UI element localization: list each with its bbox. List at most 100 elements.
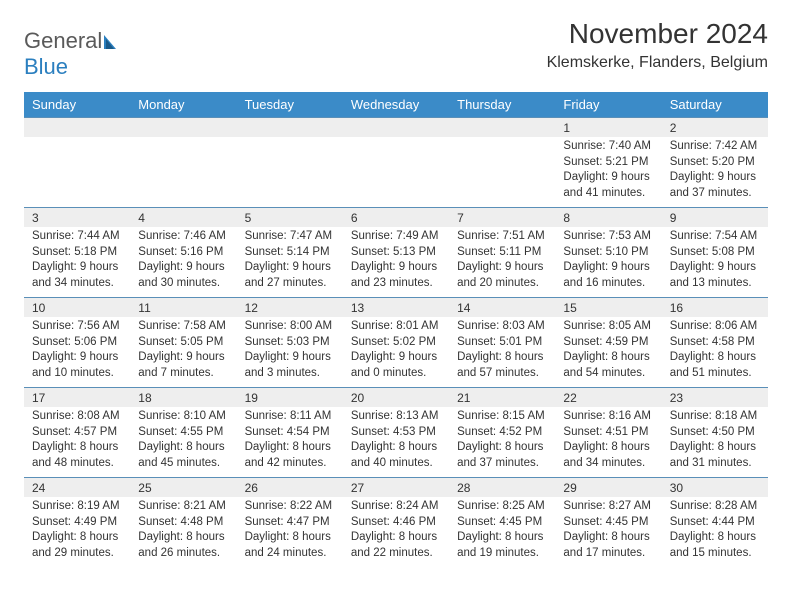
sunrise-text: Sunrise: 8:16 AM (563, 409, 653, 425)
daylight-text: Daylight: 8 hours and 48 minutes. (32, 440, 122, 471)
date-row: 10111213141516 (24, 298, 768, 318)
detail-cell: Sunrise: 8:00 AMSunset: 5:03 PMDaylight:… (237, 317, 343, 388)
sunrise-text: Sunrise: 8:28 AM (670, 499, 760, 515)
daylight-text: Daylight: 8 hours and 26 minutes. (138, 530, 228, 561)
date-cell: 11 (130, 298, 236, 318)
detail-cell: Sunrise: 8:24 AMSunset: 4:46 PMDaylight:… (343, 497, 449, 567)
sunset-text: Sunset: 5:14 PM (245, 245, 335, 261)
sunset-text: Sunset: 5:06 PM (32, 335, 122, 351)
sunrise-text: Sunrise: 8:25 AM (457, 499, 547, 515)
sunset-text: Sunset: 4:59 PM (563, 335, 653, 351)
daylight-text: Daylight: 8 hours and 45 minutes. (138, 440, 228, 471)
date-cell: 13 (343, 298, 449, 318)
day-header: Saturday (662, 92, 768, 118)
day-header: Tuesday (237, 92, 343, 118)
sunrise-text: Sunrise: 8:13 AM (351, 409, 441, 425)
sunrise-text: Sunrise: 8:22 AM (245, 499, 335, 515)
date-cell: 6 (343, 208, 449, 228)
sunrise-text: Sunrise: 8:19 AM (32, 499, 122, 515)
daylight-text: Daylight: 8 hours and 42 minutes. (245, 440, 335, 471)
date-row: 3456789 (24, 208, 768, 228)
sunrise-text: Sunrise: 8:10 AM (138, 409, 228, 425)
daylight-text: Daylight: 8 hours and 17 minutes. (563, 530, 653, 561)
date-cell: 22 (555, 388, 661, 408)
daylight-text: Daylight: 9 hours and 16 minutes. (563, 260, 653, 291)
daylight-text: Daylight: 9 hours and 10 minutes. (32, 350, 122, 381)
sunset-text: Sunset: 4:45 PM (457, 515, 547, 531)
daylight-text: Daylight: 8 hours and 34 minutes. (563, 440, 653, 471)
detail-cell: Sunrise: 8:01 AMSunset: 5:02 PMDaylight:… (343, 317, 449, 388)
detail-cell: Sunrise: 7:46 AMSunset: 5:16 PMDaylight:… (130, 227, 236, 298)
detail-cell: Sunrise: 8:08 AMSunset: 4:57 PMDaylight:… (24, 407, 130, 478)
date-cell: 23 (662, 388, 768, 408)
detail-cell: Sunrise: 8:22 AMSunset: 4:47 PMDaylight:… (237, 497, 343, 567)
date-cell: 3 (24, 208, 130, 228)
sunset-text: Sunset: 4:52 PM (457, 425, 547, 441)
date-cell: 24 (24, 478, 130, 498)
detail-cell: Sunrise: 7:56 AMSunset: 5:06 PMDaylight:… (24, 317, 130, 388)
detail-cell: Sunrise: 8:11 AMSunset: 4:54 PMDaylight:… (237, 407, 343, 478)
sunset-text: Sunset: 4:54 PM (245, 425, 335, 441)
daylight-text: Daylight: 9 hours and 20 minutes. (457, 260, 547, 291)
date-cell (237, 118, 343, 138)
detail-cell: Sunrise: 7:54 AMSunset: 5:08 PMDaylight:… (662, 227, 768, 298)
detail-cell: Sunrise: 8:16 AMSunset: 4:51 PMDaylight:… (555, 407, 661, 478)
detail-cell: Sunrise: 7:44 AMSunset: 5:18 PMDaylight:… (24, 227, 130, 298)
sunset-text: Sunset: 4:48 PM (138, 515, 228, 531)
date-cell: 20 (343, 388, 449, 408)
daylight-text: Daylight: 9 hours and 41 minutes. (563, 170, 653, 201)
detail-cell: Sunrise: 7:51 AMSunset: 5:11 PMDaylight:… (449, 227, 555, 298)
detail-row: Sunrise: 8:19 AMSunset: 4:49 PM Daylight:… (24, 497, 768, 567)
date-cell: 21 (449, 388, 555, 408)
daylight-text: Daylight: 8 hours and 15 minutes. (670, 530, 760, 561)
detail-cell (237, 137, 343, 208)
date-cell: 5 (237, 208, 343, 228)
detail-cell: Sunrise: 8:19 AMSunset: 4:49 PMDaylight:… (24, 497, 130, 567)
sunset-text: Sunset: 5:10 PM (563, 245, 653, 261)
sunset-text: Sunset: 4:44 PM (670, 515, 760, 531)
sunrise-text: Sunrise: 8:18 AM (670, 409, 760, 425)
day-header-row: Sunday Monday Tuesday Wednesday Thursday… (24, 92, 768, 118)
day-header: Friday (555, 92, 661, 118)
daylight-text: Daylight: 9 hours and 37 minutes. (670, 170, 760, 201)
sunrise-text: Sunrise: 7:47 AM (245, 229, 335, 245)
date-cell (130, 118, 236, 138)
date-cell: 10 (24, 298, 130, 318)
detail-row: Sunrise: 7:56 AMSunset: 5:06 PMDaylight:… (24, 317, 768, 388)
detail-cell: Sunrise: 8:06 AMSunset: 4:58 PMDaylight:… (662, 317, 768, 388)
sunrise-text: Sunrise: 7:40 AM (563, 139, 653, 155)
page-header: GeneralBlue November 2024 Klemskerke, Fl… (24, 18, 768, 80)
date-cell (449, 118, 555, 138)
sunrise-text: Sunrise: 8:01 AM (351, 319, 441, 335)
sunrise-text: Sunrise: 7:54 AM (670, 229, 760, 245)
sunset-text: Sunset: 4:49 PM (32, 515, 122, 531)
sunrise-text: Sunrise: 8:03 AM (457, 319, 547, 335)
detail-cell: Sunrise: 7:42 AMSunset: 5:20 PMDaylight:… (662, 137, 768, 208)
sunrise-text: Sunrise: 8:15 AM (457, 409, 547, 425)
date-cell (24, 118, 130, 138)
sunset-text: Sunset: 5:01 PM (457, 335, 547, 351)
sunrise-text: Sunrise: 8:27 AM (563, 499, 653, 515)
date-cell: 16 (662, 298, 768, 318)
sunset-text: Sunset: 4:51 PM (563, 425, 653, 441)
detail-cell: Sunrise: 8:21 AMSunset: 4:48 PMDaylight:… (130, 497, 236, 567)
day-header: Sunday (24, 92, 130, 118)
sunrise-text: Sunrise: 8:24 AM (351, 499, 441, 515)
calendar-page: GeneralBlue November 2024 Klemskerke, Fl… (0, 0, 792, 591)
detail-cell: Sunrise: 8:10 AMSunset: 4:55 PMDaylight:… (130, 407, 236, 478)
sunset-text: Sunset: 4:46 PM (351, 515, 441, 531)
date-cell: 29 (555, 478, 661, 498)
date-cell: 18 (130, 388, 236, 408)
date-cell: 12 (237, 298, 343, 318)
date-cell: 19 (237, 388, 343, 408)
detail-cell: Sunrise: 7:58 AMSunset: 5:05 PMDaylight:… (130, 317, 236, 388)
day-header: Thursday (449, 92, 555, 118)
sunset-text: Sunset: 5:13 PM (351, 245, 441, 261)
sunrise-text: Sunrise: 7:49 AM (351, 229, 441, 245)
sunset-text: Sunset: 5:20 PM (670, 155, 760, 171)
daylight-text: Daylight: 8 hours and 24 minutes. (245, 530, 335, 561)
sunset-text: Sunset: 5:11 PM (457, 245, 547, 261)
sunset-text: Sunset: 5:18 PM (32, 245, 122, 261)
date-cell: 25 (130, 478, 236, 498)
calendar-table: Sunday Monday Tuesday Wednesday Thursday… (24, 92, 768, 567)
